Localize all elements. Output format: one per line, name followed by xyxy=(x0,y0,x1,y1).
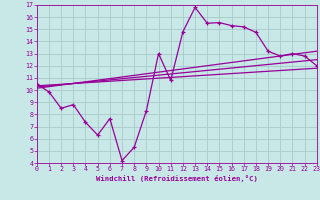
X-axis label: Windchill (Refroidissement éolien,°C): Windchill (Refroidissement éolien,°C) xyxy=(96,175,258,182)
